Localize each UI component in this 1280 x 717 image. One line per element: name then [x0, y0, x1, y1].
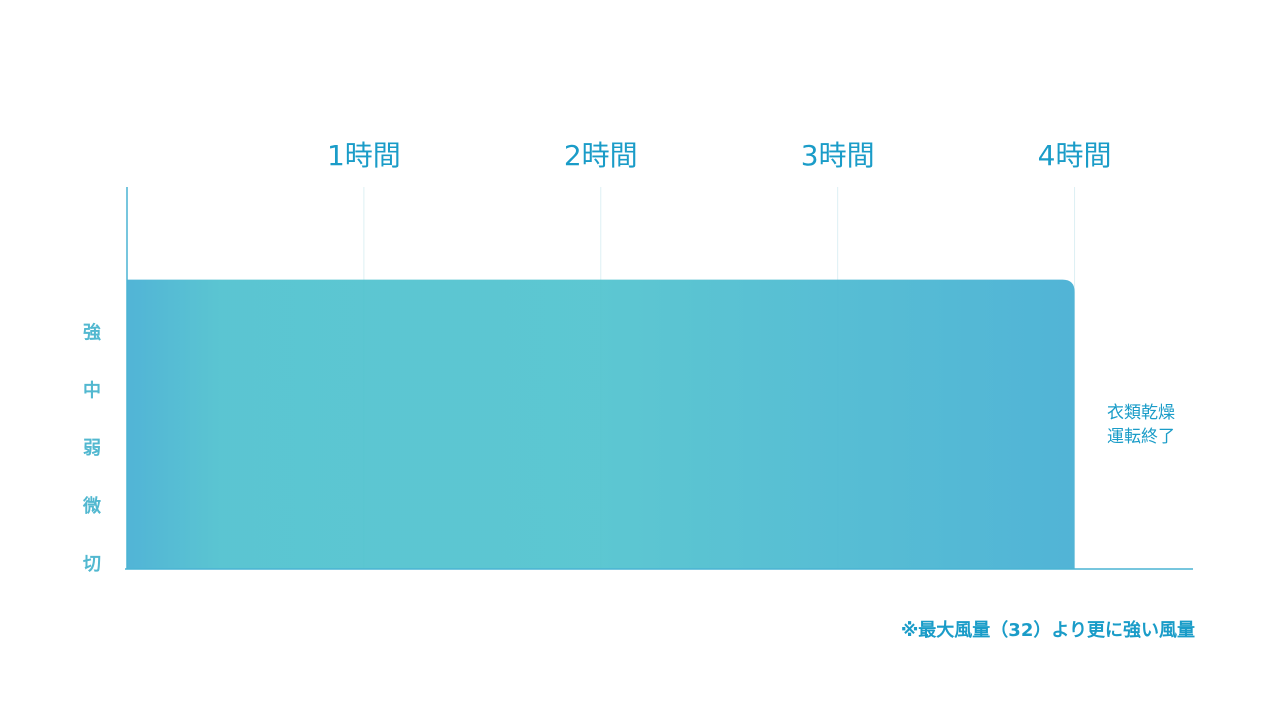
y-tick-label: 切 — [83, 554, 101, 575]
x-tick-label: 1時間 — [327, 139, 401, 172]
x-tick-label: 2時間 — [564, 139, 638, 172]
y-tick-label: 微 — [82, 495, 101, 517]
x-tick-label: 3時間 — [801, 139, 875, 172]
y-tick-label: 中 — [83, 379, 101, 401]
annotation: 運転終了 — [1107, 427, 1175, 447]
y-tick-label: 弱 — [83, 438, 101, 459]
x-tick-label: 4時間 — [1038, 139, 1112, 172]
area — [127, 279, 1075, 569]
footnote: ※最大風量（32）より更に強い風量 — [901, 619, 1195, 641]
annotation: 衣類乾燥 — [1107, 403, 1175, 423]
y-tick-label: 強 — [83, 321, 101, 343]
